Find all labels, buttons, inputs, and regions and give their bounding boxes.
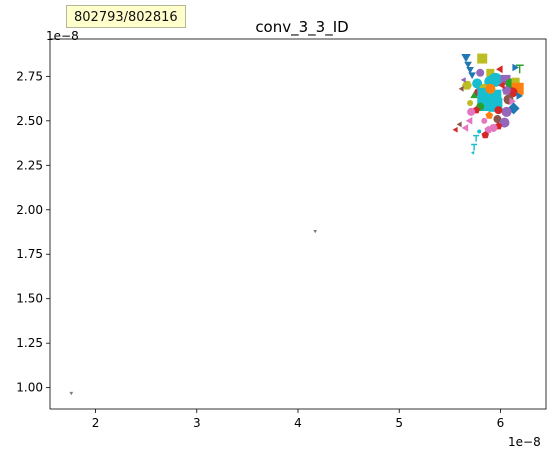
y-offset-label: 1e−8 xyxy=(46,29,79,43)
data-point xyxy=(512,63,519,72)
data-point xyxy=(461,124,469,132)
data-point xyxy=(481,131,490,139)
data-point xyxy=(471,143,478,151)
data-point xyxy=(486,68,495,77)
data-point xyxy=(501,106,512,117)
y-tick-label: 1.00 xyxy=(16,381,43,395)
x-offset-label: 1e−8 xyxy=(508,435,541,449)
y-tick-label: 2.25 xyxy=(16,158,43,172)
x-axis-ticks: 2 3 4 5 6 xyxy=(92,409,505,430)
y-axis-ticks: 1.00 1.25 1.50 1.75 2.00 2.25 2.50 2.75 xyxy=(16,69,50,395)
chart-title: conv_3_3_ID xyxy=(255,18,348,37)
data-point xyxy=(511,82,524,95)
y-tick-label: 1.75 xyxy=(16,247,43,261)
y-tick-label: 2.00 xyxy=(16,203,43,217)
data-point xyxy=(313,230,318,234)
y-tick-label: 2.75 xyxy=(16,69,43,83)
data-point xyxy=(472,78,483,89)
data-point xyxy=(496,65,503,74)
data-point xyxy=(458,85,464,92)
data-point xyxy=(516,92,524,100)
data-point xyxy=(515,64,524,74)
data-point xyxy=(456,121,462,128)
y-tick-label: 1.25 xyxy=(16,336,43,350)
data-point xyxy=(477,53,488,64)
data-point xyxy=(452,126,458,133)
x-tick-label: 4 xyxy=(294,416,302,430)
data-point xyxy=(488,72,503,87)
data-point xyxy=(511,77,520,86)
data-point xyxy=(500,74,511,85)
data-point xyxy=(481,117,488,124)
data-point xyxy=(470,91,478,99)
data-point xyxy=(462,80,472,90)
data-point xyxy=(477,129,482,134)
data-point xyxy=(494,106,503,115)
x-tick-label: 3 xyxy=(193,416,201,430)
data-point xyxy=(485,111,494,119)
data-point xyxy=(470,150,475,155)
x-tick-label: 5 xyxy=(395,416,403,430)
data-point xyxy=(509,97,516,106)
data-point xyxy=(493,115,502,124)
data-point xyxy=(485,83,496,94)
data-points xyxy=(69,53,524,396)
data-point xyxy=(466,67,474,74)
data-point xyxy=(460,77,466,83)
y-tick-label: 1.50 xyxy=(16,292,43,306)
data-point xyxy=(484,125,493,133)
data-point xyxy=(473,134,480,142)
data-point xyxy=(69,391,74,396)
data-point xyxy=(465,117,473,125)
data-point xyxy=(467,100,474,107)
data-point xyxy=(468,72,476,79)
data-point xyxy=(467,107,476,116)
data-point xyxy=(461,54,471,63)
data-point xyxy=(464,61,472,69)
hover-tooltip: 802793/802816 xyxy=(66,5,186,28)
x-tick-label: 2 xyxy=(92,416,100,430)
data-point xyxy=(498,81,505,90)
data-point xyxy=(476,68,485,77)
x-tick-label: 6 xyxy=(497,416,505,430)
plot-frame xyxy=(49,38,547,410)
y-tick-label: 2.50 xyxy=(16,114,43,128)
